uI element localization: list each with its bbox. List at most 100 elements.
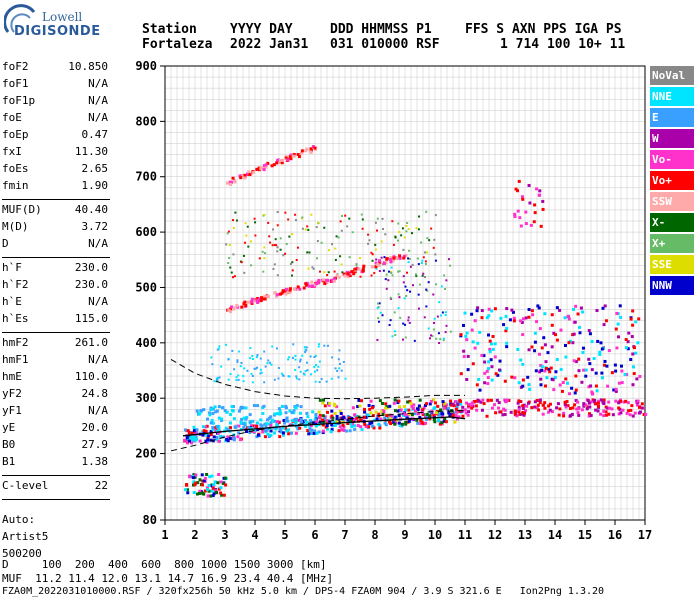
echo-point: [225, 438, 229, 442]
echo-point: [517, 179, 521, 183]
echo-point: [221, 481, 225, 485]
echo-point: [249, 347, 252, 350]
echo-point: [316, 257, 319, 260]
param-row: hmF2 261.0: [2, 336, 108, 352]
echo-point: [538, 189, 542, 193]
echo-point: [308, 251, 311, 254]
echo-point: [231, 176, 235, 180]
echo-point: [346, 415, 350, 419]
echo-point: [581, 350, 585, 354]
echo-point: [273, 378, 276, 381]
echo-point: [242, 375, 245, 378]
param-name: foF1: [2, 77, 29, 90]
echo-point: [508, 318, 512, 322]
echo-point: [498, 368, 502, 372]
echo-point: [238, 438, 242, 442]
echo-point: [379, 311, 382, 314]
echo-point: [562, 414, 566, 418]
echo-point: [337, 236, 340, 239]
echo-point: [285, 242, 288, 245]
echo-point: [517, 408, 521, 412]
echo-point: [214, 410, 218, 414]
echo-point: [358, 404, 362, 408]
echo-point: [288, 409, 292, 413]
echo-point: [333, 404, 337, 408]
echo-point: [636, 341, 640, 345]
echo-point: [597, 404, 601, 408]
echo-point: [635, 403, 639, 407]
echo-point: [228, 244, 231, 247]
echo-point: [405, 416, 409, 420]
echo-point: [377, 412, 381, 416]
param-separator: [2, 199, 110, 200]
echo-point: [389, 413, 393, 417]
echo-point: [200, 408, 204, 412]
echo-point: [217, 487, 221, 491]
echo-point: [373, 272, 376, 275]
echo-point: [444, 331, 447, 334]
echo-point: [445, 403, 449, 407]
model-curve-dashed: [170, 409, 466, 452]
echo-point: [443, 401, 447, 405]
echo-point: [533, 349, 537, 353]
echo-point: [248, 413, 252, 417]
echo-point: [515, 414, 519, 418]
echo-point: [326, 274, 329, 277]
echo-point: [482, 402, 486, 406]
param-name: hmF1: [2, 353, 29, 366]
echo-point: [503, 379, 507, 383]
echo-point: [186, 441, 190, 445]
echo-point: [447, 411, 451, 415]
echo-point: [210, 489, 214, 493]
echo-point: [413, 409, 417, 413]
echo-point: [208, 411, 212, 415]
echo-point: [187, 431, 191, 435]
echo-point: [525, 404, 529, 408]
echo-point: [255, 435, 259, 439]
echo-point: [239, 420, 243, 424]
echo-point: [522, 403, 526, 407]
echo-point: [617, 401, 621, 405]
echo-point: [239, 176, 243, 180]
echo-point: [378, 399, 382, 403]
echo-point: [307, 267, 310, 270]
echo-point: [337, 429, 341, 433]
echo-point: [377, 320, 380, 323]
echo-point: [586, 405, 590, 409]
echo-point: [451, 402, 455, 406]
echo-point: [416, 407, 420, 411]
echo-point: [635, 377, 639, 381]
echo-point: [185, 436, 189, 440]
echo-point: [302, 419, 306, 423]
echo-point: [305, 283, 309, 287]
echo-point: [239, 365, 242, 368]
echo-point: [334, 258, 337, 261]
echo-point: [479, 400, 483, 404]
echo-point: [331, 356, 334, 359]
echo-point: [190, 431, 194, 435]
echo-point: [535, 406, 539, 410]
echo-point: [221, 406, 225, 410]
echo-point: [272, 163, 276, 167]
echo-point: [493, 342, 497, 346]
echo-point: [566, 404, 570, 408]
echo-point: [630, 335, 634, 339]
echo-point: [215, 425, 219, 429]
echo-point: [378, 269, 381, 272]
echo-point: [535, 187, 539, 191]
echo-point: [370, 265, 374, 269]
echo-point: [524, 210, 528, 214]
echo-point: [486, 376, 490, 380]
echo-point: [403, 236, 406, 239]
echo-point: [397, 421, 401, 425]
echo-point: [480, 309, 484, 313]
echo-point: [360, 428, 364, 432]
echo-point: [383, 416, 387, 420]
echo-point: [412, 403, 416, 407]
echo-point: [572, 359, 576, 363]
echo-point: [490, 365, 494, 369]
echo-point: [385, 405, 389, 409]
echo-point: [313, 284, 317, 288]
echo-point: [599, 412, 603, 416]
echo-point: [299, 370, 302, 373]
